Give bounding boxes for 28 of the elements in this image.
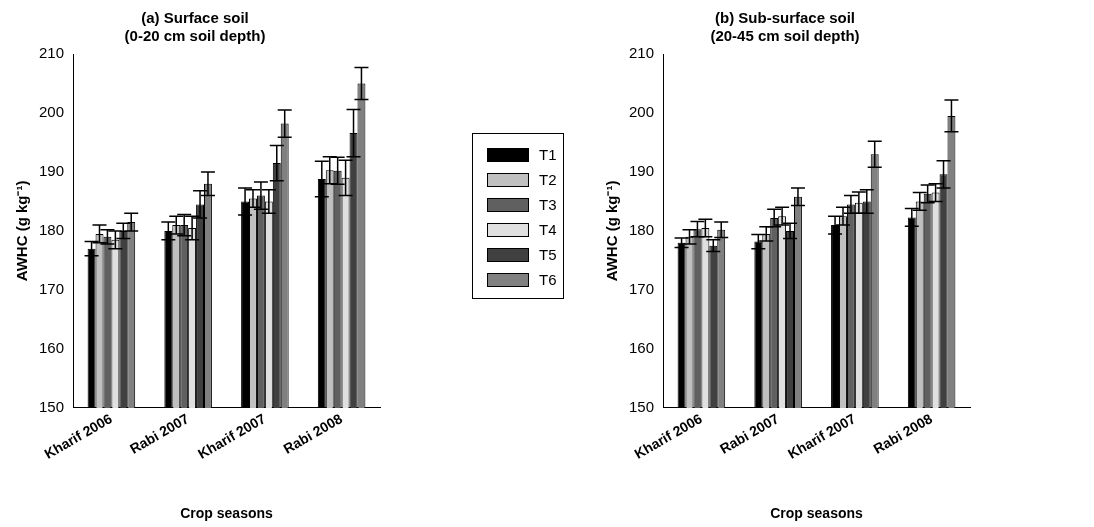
y-tick-label: 200 <box>39 103 65 121</box>
y-tick-label: 180 <box>629 221 655 239</box>
chart-title: (b) Sub-surface soil (20-45 cm soil depth) <box>710 9 860 45</box>
y-tick-label: 190 <box>39 162 65 180</box>
x-tick-label: Rabi 2008 <box>870 410 936 457</box>
y-tick-label: 170 <box>39 280 65 298</box>
y-tick-label: 180 <box>39 221 65 239</box>
legend-label: T4 <box>539 221 557 238</box>
y-tick-label: 150 <box>629 398 655 416</box>
y-tick-label: 170 <box>629 280 655 298</box>
legend-label: T2 <box>539 171 557 188</box>
x-axis-title: Crop seasons <box>180 505 274 522</box>
y-tick-label: 210 <box>39 44 65 62</box>
y-tick-label: 190 <box>629 162 655 180</box>
x-tick-label: Rabi 2008 <box>280 410 346 457</box>
y-tick-label: 200 <box>629 103 655 121</box>
legend-label: T6 <box>539 271 557 288</box>
y-tick-label: 160 <box>39 339 65 357</box>
y-tick-label: 160 <box>629 339 655 357</box>
x-axis-title: Crop seasons <box>770 505 864 522</box>
y-axis-title: AWHC (g kg⁻¹) <box>13 180 31 282</box>
y-tick-label: 210 <box>629 44 655 62</box>
legend-label: T5 <box>539 246 557 263</box>
chart-title: (a) Surface soil (0-20 cm soil depth) <box>124 9 266 45</box>
y-tick-label: 150 <box>39 398 65 416</box>
legend-label: T1 <box>539 146 557 163</box>
y-axis-title: AWHC (g kg⁻¹) <box>603 180 621 282</box>
legend-label: T3 <box>539 196 557 213</box>
